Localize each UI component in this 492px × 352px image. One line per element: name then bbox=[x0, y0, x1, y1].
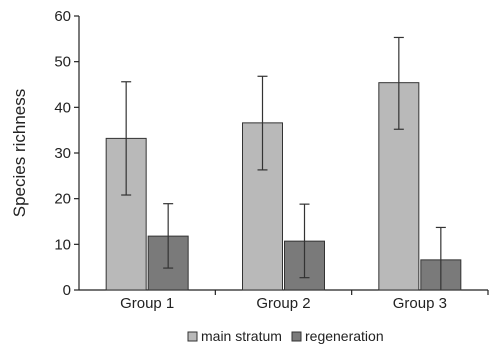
y-tick-label: 30 bbox=[54, 145, 71, 162]
x-tick-label: Group 1 bbox=[120, 295, 174, 312]
y-tick-label: 0 bbox=[63, 282, 71, 299]
y-tick-label: 60 bbox=[54, 8, 71, 25]
x-tick-label: Group 2 bbox=[256, 295, 310, 312]
x-tick-label: Group 3 bbox=[393, 295, 447, 312]
y-axis-title: Species richness bbox=[10, 89, 29, 218]
legend-swatch bbox=[291, 331, 302, 342]
legend-swatch bbox=[187, 331, 198, 342]
legend-label: regeneration bbox=[305, 328, 384, 344]
y-axis: 0 10 20 30 40 50 60 bbox=[54, 8, 80, 299]
bars bbox=[105, 82, 462, 291]
y-tick-label: 10 bbox=[54, 236, 71, 253]
y-tick-label: 40 bbox=[54, 99, 71, 116]
y-tick-label: 20 bbox=[54, 191, 71, 208]
legend-label: main stratum bbox=[201, 328, 282, 344]
y-tick-label: 50 bbox=[54, 54, 71, 71]
error-bars bbox=[121, 36, 446, 290]
legend: main stratum regeneration bbox=[187, 328, 384, 344]
x-axis: Group 1 Group 2 Group 3 bbox=[79, 289, 489, 312]
